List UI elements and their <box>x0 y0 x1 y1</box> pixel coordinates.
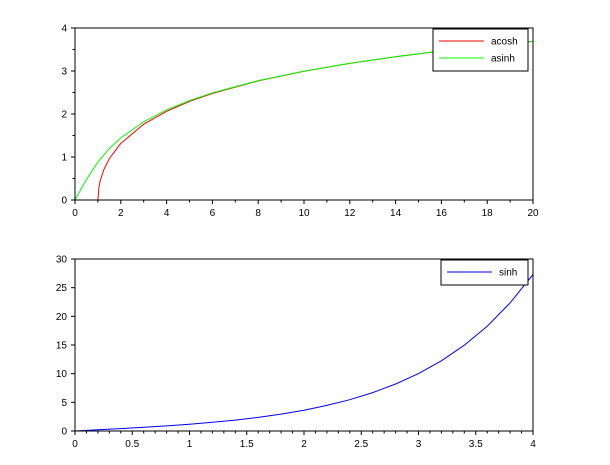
x-tick-label: 12 <box>344 208 356 219</box>
legend: acosh asinh <box>432 28 529 72</box>
x-tick-label: 3 <box>416 439 422 450</box>
x-tick-label: 2.5 <box>354 439 368 450</box>
y-tick-label: 4 <box>61 24 67 35</box>
series-line-asinh <box>75 40 534 200</box>
x-tick-label: 0 <box>72 208 78 219</box>
x-tick-label: 4 <box>530 439 536 450</box>
x-tick-label: 10 <box>298 208 310 219</box>
y-tick-label: 1 <box>61 153 67 164</box>
x-tick-label: 1.5 <box>240 439 254 450</box>
x-tick-label: 16 <box>436 208 448 219</box>
y-tick-label: 30 <box>56 255 68 266</box>
legend-box <box>432 28 529 72</box>
x-tick-label: 6 <box>210 208 216 219</box>
legend: sinh <box>440 259 529 286</box>
y-tick-label: 10 <box>56 369 68 380</box>
legend-label-asinh: asinh <box>491 54 515 65</box>
x-tick-label: 0 <box>72 439 78 450</box>
x-tick-label: 4 <box>164 208 170 219</box>
plot-2: 0 0.5 1 1.5 2 2.5 3 3.5 4 0 5 10 15 20 25 30 sinh <box>56 255 536 451</box>
y-tick-label: 20 <box>56 312 68 323</box>
legend-label-acosh: acosh <box>491 37 518 48</box>
y-tick-label: 0 <box>61 196 67 207</box>
x-tick-label: 2 <box>118 208 124 219</box>
y-tick-label: 5 <box>61 398 67 409</box>
x-tick-label: 18 <box>482 208 494 219</box>
y-tick-label: 2 <box>61 110 67 121</box>
y-tick-label: 0 <box>61 427 67 438</box>
x-tick-label: 14 <box>390 208 402 219</box>
x-tick-label: 20 <box>527 208 539 219</box>
legend-label-sinh: sinh <box>499 268 517 279</box>
series-line-sinh <box>75 274 534 431</box>
x-tick-label: 3.5 <box>469 439 483 450</box>
y-tick-label: 3 <box>61 67 67 78</box>
x-tick-label: 2 <box>301 439 307 450</box>
x-tick-label: 0.5 <box>125 439 139 450</box>
y-tick-label: 25 <box>56 283 68 294</box>
x-tick-label: 1 <box>187 439 193 450</box>
x-tick-label: 8 <box>255 208 261 219</box>
y-tick-label: 15 <box>56 341 68 352</box>
